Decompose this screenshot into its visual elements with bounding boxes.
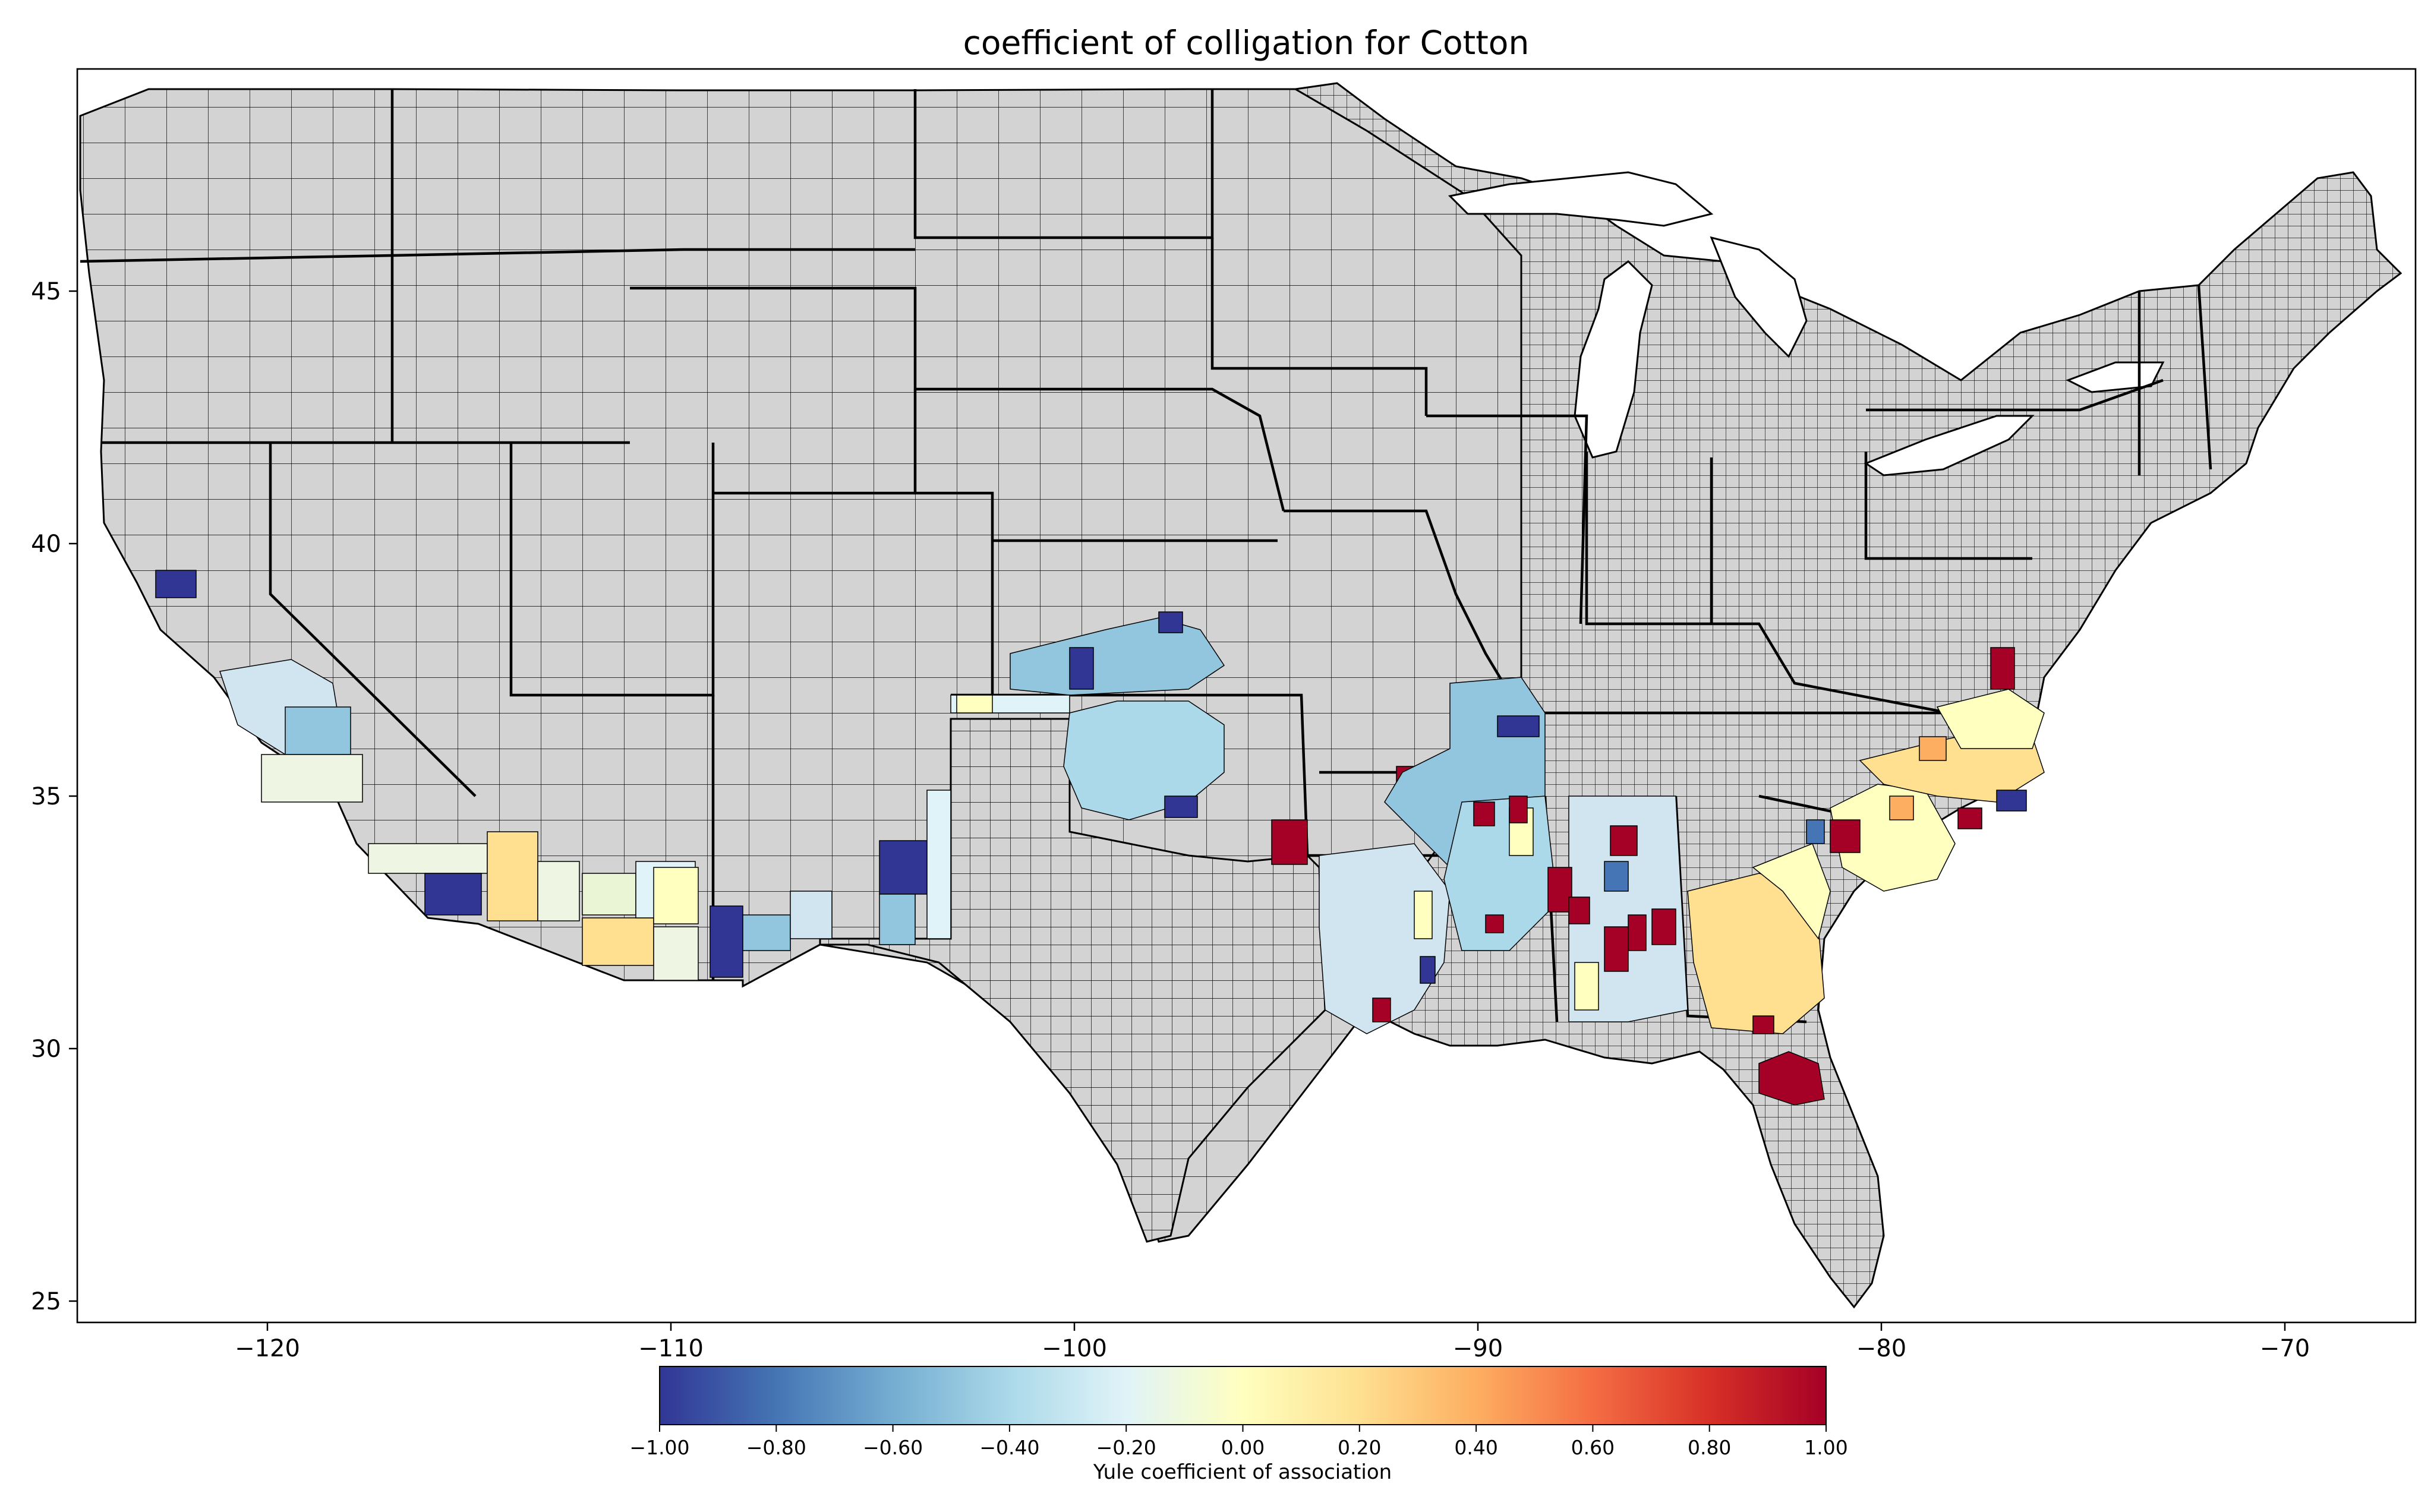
county-nm-light2 [926,790,951,939]
county-ar-neg [1497,715,1540,737]
colorbar-tick-label: 0.80 [1688,1436,1731,1459]
colorbar-gradient [659,1366,1827,1425]
y-tick-label: 45 [31,278,61,305]
county-sc-light [1830,784,1956,892]
county-az-yellow [487,831,538,921]
county-ms-red [1473,801,1495,826]
county-ca-neg-s [424,873,482,916]
county-nc-red2 [1990,647,2015,690]
county-al-red5 [1628,914,1647,951]
x-tick-label: −100 [1042,1335,1107,1362]
county-ks-neg [1069,647,1094,690]
colorbar-tick-label: 0.40 [1454,1436,1497,1459]
colorbar-tick-label: −0.40 [979,1436,1039,1459]
lake-michigan [1574,260,1653,459]
county-sc-red [1830,819,1861,853]
y-tick-label: 40 [31,531,61,558]
colorbar-tick-label: 1.00 [1804,1436,1847,1459]
colorbar-label: Yule coefficient of association [1093,1460,1392,1484]
colorbar-tick-label: −0.20 [1096,1436,1156,1459]
county-az-pale [537,861,580,921]
county-ca-pale-s [368,843,488,874]
county-ca-neg-dark [155,570,197,598]
colorbar-tick-label: 0.20 [1338,1436,1381,1459]
x-tick-label: −80 [1856,1335,1906,1362]
county-la-red [1372,998,1391,1022]
county-ar-red [1271,819,1308,865]
county-nm-mid2 [879,894,916,945]
axes-border [76,68,2417,1324]
county-sc-neg [1806,819,1825,844]
county-la-neg [1420,956,1436,984]
county-nm-neg [710,905,743,978]
x-tick-label: −90 [1453,1335,1503,1362]
county-nc-orange [1889,796,1914,820]
county-az-neutral [582,873,636,916]
colorbar-ticks: −1.00 −0.80 −0.60 −0.40 −0.20 0.00 0.20 0.40 0.6… [629,1425,1848,1459]
y-axis: 25 30 35 40 45 [31,278,77,1315]
county-al-red4 [1604,926,1629,972]
texas-region [819,718,1326,1243]
county-ga-red [1752,1015,1774,1034]
county-az-yellow2 [582,917,654,966]
lake-erie [1864,415,2035,476]
county-az-yellow3 [653,867,699,924]
x-tick-label: −70 [2260,1335,2310,1362]
colorbar-tick-label: 0.00 [1221,1436,1265,1459]
county-al-yellow [1574,962,1599,1011]
x-axis: −120 −110 −100 −90 −80 −70 [235,1322,2310,1362]
county-ga-pale [1752,843,1831,940]
map-layer [77,69,2416,1322]
county-nm-mid [742,914,791,951]
y-tick-label: 30 [31,1036,61,1063]
y-tick-label: 35 [31,783,61,810]
county-ca-mid [285,706,351,755]
x-tick-label: −120 [235,1335,300,1362]
county-ks-light [1010,617,1225,696]
lake-superior [1448,171,1714,227]
county-nc-pale [1936,689,2045,749]
colorbar-tick-label: −1.00 [629,1436,689,1459]
x-tick-label: −110 [638,1335,704,1362]
county-ms-red2 [1509,796,1528,823]
county-az-pale3 [653,926,699,981]
county-ok-neg [1164,796,1198,818]
county-al-red3 [1568,897,1590,924]
county-ok-yellow [956,695,993,714]
colorbar: −1.00 −0.80 −0.60 −0.40 −0.20 0.00 0.20 0.40 0.6… [629,1366,1848,1484]
colorbar-tick-label: −0.60 [863,1436,923,1459]
county-nc-orange2 [1919,736,1947,761]
county-nm-light [790,891,833,939]
county-ca-pale [261,754,363,803]
county-fl-red [1758,1051,1825,1106]
county-ms-red3 [1485,914,1504,933]
county-nc-red [1957,807,1982,829]
county-al-red2 [1547,867,1572,913]
county-values [155,570,2045,1106]
county-al-neg [1604,861,1629,892]
county-nc-neg [1996,790,2027,812]
county-ms-yellow [1414,891,1433,939]
lake-huron [1710,236,1808,358]
map-title: coefficient of colligation for Cotton [963,24,1530,62]
county-al-red [1610,825,1638,856]
colorbar-tick-label: −0.80 [746,1436,806,1459]
county-ks-neg2 [1158,611,1183,633]
y-tick-label: 25 [31,1288,61,1315]
county-al-red6 [1651,908,1676,945]
county-ok-light [1063,700,1225,820]
county-nm-neg2 [879,840,928,895]
colorbar-tick-label: 0.60 [1571,1436,1615,1459]
